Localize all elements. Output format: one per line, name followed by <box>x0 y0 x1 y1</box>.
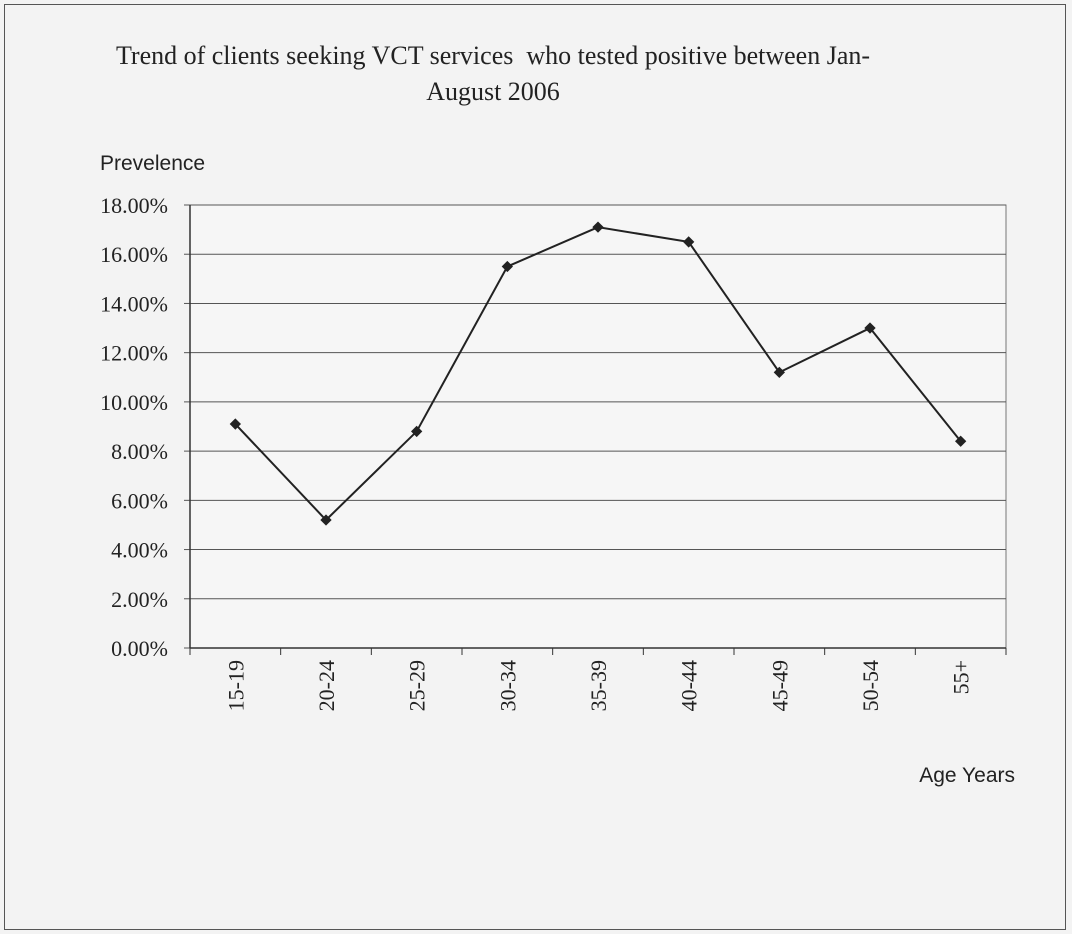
chart-frame <box>4 4 1066 930</box>
data-point <box>501 260 513 273</box>
y-tick-label: 4.00% <box>111 538 168 563</box>
data-point <box>773 366 785 379</box>
x-axis-label: Age Years <box>919 764 1015 787</box>
y-tick-label: 6.00% <box>111 488 168 513</box>
data-point <box>229 418 241 430</box>
y-tick-label: 8.00% <box>111 439 168 464</box>
x-tick-label: 15-19 <box>223 660 248 711</box>
x-tick-label: 20-24 <box>314 660 339 711</box>
x-tick-label: 55+ <box>949 660 974 694</box>
data-point <box>411 425 423 438</box>
y-tick-label: 16.00% <box>100 242 168 267</box>
y-tick-label: 14.00% <box>100 291 168 316</box>
y-axis-label: Prevelence <box>100 152 205 175</box>
data-point <box>864 322 876 334</box>
data-point <box>320 514 332 526</box>
y-tick-label: 2.00% <box>111 587 168 612</box>
data-point <box>955 435 967 447</box>
plot-area <box>189 204 1007 649</box>
x-tick-label: 45-49 <box>767 660 792 711</box>
y-tick-label: 10.00% <box>100 390 168 415</box>
x-tick-label: 50-54 <box>858 660 883 711</box>
y-tick-label: 0.00% <box>111 636 168 661</box>
data-point <box>592 221 604 233</box>
chart-title: Trend of clients seeking VCT services wh… <box>115 41 871 106</box>
x-tick-label: 30-34 <box>495 660 520 711</box>
data-point <box>683 236 695 248</box>
x-tick-label: 25-29 <box>405 660 430 711</box>
x-tick-label: 35-39 <box>586 660 611 711</box>
x-tick-label: 40-44 <box>677 660 702 711</box>
y-tick-label: 18.00% <box>100 193 168 218</box>
y-tick-label: 12.00% <box>100 341 168 366</box>
